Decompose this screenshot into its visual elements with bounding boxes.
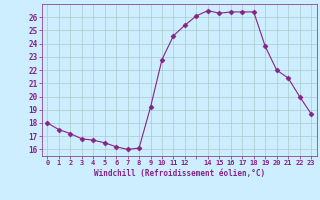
- X-axis label: Windchill (Refroidissement éolien,°C): Windchill (Refroidissement éolien,°C): [94, 169, 265, 178]
